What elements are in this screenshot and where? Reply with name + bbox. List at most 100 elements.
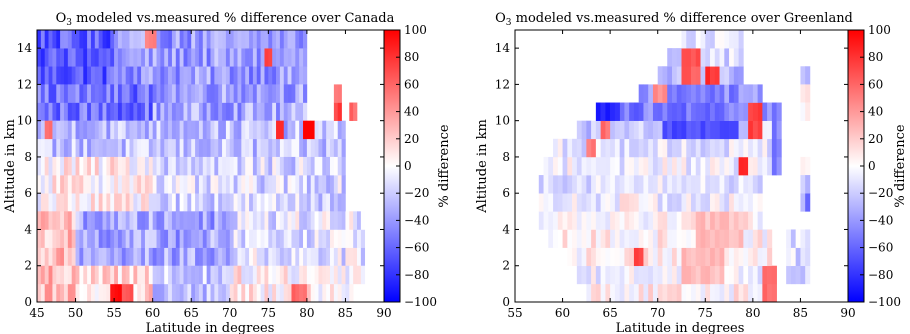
heatmap-cell: [800, 66, 806, 85]
heatmap-cell: [233, 48, 238, 67]
heatmap-cell: [752, 211, 758, 230]
heatmap-cell: [98, 84, 103, 103]
heatmap-cell: [260, 48, 265, 67]
heatmap-cell: [144, 66, 150, 85]
heatmap-cell: [268, 48, 273, 67]
heatmap-cell: [600, 283, 606, 303]
heatmap-cell: [652, 247, 659, 267]
heatmap-cell: [691, 30, 697, 49]
heatmap-cell: [79, 66, 84, 85]
heatmap-cell: [714, 102, 720, 121]
heatmap-cell: [800, 84, 806, 103]
heatmap-cell: [719, 229, 725, 248]
heatmap-cell: [314, 265, 319, 285]
heatmap-cell: [202, 265, 207, 285]
heatmap-cell: [67, 156, 72, 176]
heatmap-cell: [743, 156, 749, 176]
heatmap-cell: [357, 211, 362, 230]
heatmap-cell: [360, 247, 366, 267]
x-tick-label: 80: [745, 306, 760, 320]
heatmap-cell: [218, 211, 223, 230]
heatmap-cell: [90, 48, 96, 67]
heatmap-cell: [671, 66, 678, 85]
heatmap-cell: [676, 193, 682, 212]
heatmap-cell: [191, 102, 196, 121]
heatmap-cell: [137, 229, 142, 248]
heatmap-cell: [786, 265, 792, 285]
heatmap-cell: [283, 120, 288, 140]
heatmap-cell: [37, 156, 42, 176]
heatmap-cell: [279, 193, 285, 212]
heatmap-cell: [318, 247, 323, 267]
heatmap-cell: [279, 102, 285, 121]
colorbar-tick-label: −100: [404, 295, 437, 309]
heatmap-cell: [705, 283, 711, 303]
heatmap-cell: [330, 265, 335, 285]
heatmap-cell: [557, 138, 563, 158]
heatmap-cell: [117, 211, 123, 230]
heatmap-cell: [222, 84, 227, 103]
heatmap-cell: [667, 138, 673, 158]
heatmap-cell: [724, 66, 730, 85]
heatmap-cell: [276, 138, 281, 158]
heatmap-cell: [743, 138, 749, 158]
heatmap-cell: [738, 283, 744, 303]
heatmap-cell: [595, 175, 601, 194]
heatmap-cell: [183, 265, 188, 285]
heatmap-cell: [591, 265, 597, 285]
heatmap-cell: [729, 84, 735, 103]
heatmap-cell: [638, 211, 644, 230]
heatmap-cell: [152, 66, 157, 85]
heatmap-cell: [60, 193, 65, 212]
heatmap-cell: [310, 138, 315, 158]
heatmap-cell: [79, 283, 84, 303]
heatmap-cell: [260, 247, 265, 267]
heatmap-cell: [137, 283, 142, 303]
heatmap-cell: [719, 102, 725, 121]
heatmap-cell: [333, 102, 339, 121]
heatmap-cell: [191, 120, 196, 140]
heatmap-cell: [48, 247, 53, 267]
heatmap-cell: [610, 138, 616, 158]
heatmap-cell: [187, 211, 192, 230]
heatmap-cell: [652, 283, 659, 303]
heatmap-cell: [291, 102, 296, 121]
heatmap-cell: [629, 175, 635, 194]
heatmap-cell: [137, 120, 142, 140]
heatmap-cell: [572, 247, 578, 267]
heatmap-cell: [652, 156, 659, 176]
heatmap-cell: [114, 84, 119, 103]
heatmap-cell: [629, 265, 635, 285]
heatmap-cell: [276, 229, 281, 248]
heatmap-cell: [117, 120, 123, 140]
heatmap-cell: [110, 102, 115, 121]
heatmap-cell: [605, 138, 611, 158]
heatmap-cell: [102, 138, 107, 158]
heatmap-cell: [225, 247, 231, 267]
heatmap-cell: [144, 283, 150, 303]
heatmap-cell: [179, 193, 184, 212]
heatmap-cell: [738, 156, 744, 176]
heatmap-cell: [98, 138, 103, 158]
heatmap-cell: [287, 247, 292, 267]
heatmap-cell: [283, 283, 288, 303]
heatmap-cell: [337, 211, 342, 230]
heatmap-cell: [310, 193, 315, 212]
heatmap-cell: [133, 211, 138, 230]
heatmap-cell: [671, 283, 678, 303]
heatmap-cell: [595, 120, 601, 140]
heatmap-cell: [106, 120, 111, 140]
heatmap-cell: [748, 102, 754, 121]
heatmap-cell: [75, 120, 80, 140]
chart-title: O3 modeled vs.measured % difference over…: [495, 11, 853, 28]
heatmap-cell: [700, 102, 706, 121]
heatmap-cell: [733, 102, 739, 121]
colorbar-tick-label: 80: [404, 50, 419, 64]
heatmap-cell: [337, 229, 342, 248]
heatmap-cell: [757, 102, 763, 121]
heatmap-cell: [241, 229, 246, 248]
heatmap-cell: [287, 229, 292, 248]
heatmap-cell: [276, 84, 281, 103]
heatmap-cell: [233, 84, 238, 103]
